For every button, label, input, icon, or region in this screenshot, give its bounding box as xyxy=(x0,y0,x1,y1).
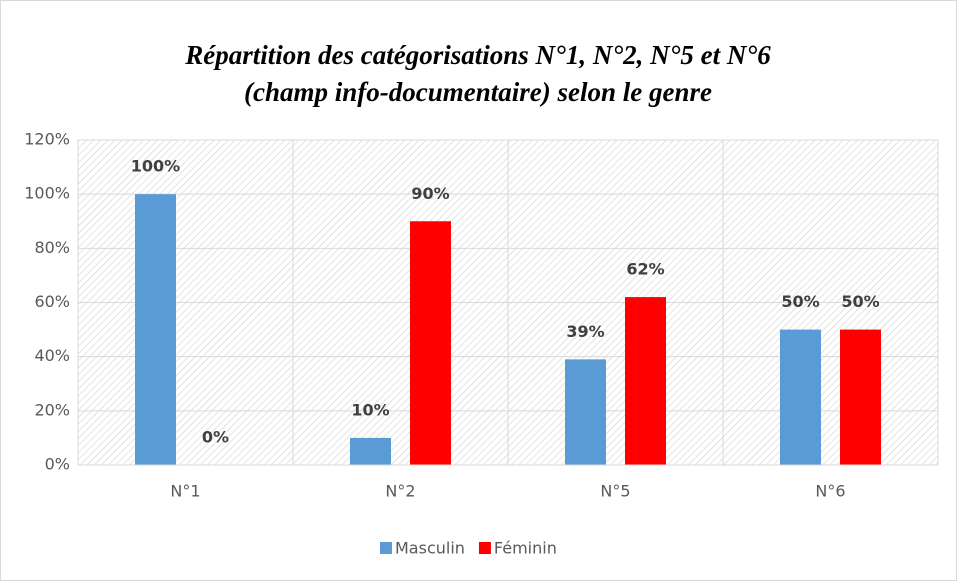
data-label: 90% xyxy=(411,184,449,203)
legend-swatch xyxy=(478,542,491,554)
bar xyxy=(780,329,821,465)
data-label: 50% xyxy=(781,292,819,311)
legend-label: Masculin xyxy=(395,539,465,558)
y-tick-label: 60% xyxy=(34,292,70,311)
y-tick-label: 0% xyxy=(45,455,70,474)
x-tick-label: N°6 xyxy=(815,482,845,501)
data-label: 50% xyxy=(841,292,879,311)
bar xyxy=(625,297,666,465)
y-tick-label: 120% xyxy=(24,130,70,149)
data-label: 10% xyxy=(351,400,389,419)
bar xyxy=(135,194,176,465)
legend-swatch xyxy=(380,542,392,554)
x-tick-label: N°5 xyxy=(600,482,630,501)
x-tick-label: N°2 xyxy=(385,482,415,501)
chart-title: (champ info-documentaire) selon le genre xyxy=(244,77,712,107)
data-label: 100% xyxy=(131,157,180,176)
y-tick-label: 20% xyxy=(34,400,70,419)
y-tick-label: 40% xyxy=(34,346,70,365)
chart-title: Répartition des catégorisations N°1, N°2… xyxy=(184,40,771,70)
data-label: 0% xyxy=(202,428,229,447)
bar xyxy=(410,221,451,465)
bar xyxy=(840,329,881,465)
bar xyxy=(350,437,391,465)
x-tick-label: N°1 xyxy=(170,482,200,501)
y-tick-label: 80% xyxy=(34,238,70,257)
y-tick-label: 100% xyxy=(24,184,70,203)
data-label: 62% xyxy=(626,260,664,279)
bar xyxy=(565,359,606,465)
data-label: 39% xyxy=(566,322,604,341)
legend-label: Féminin xyxy=(494,539,557,558)
